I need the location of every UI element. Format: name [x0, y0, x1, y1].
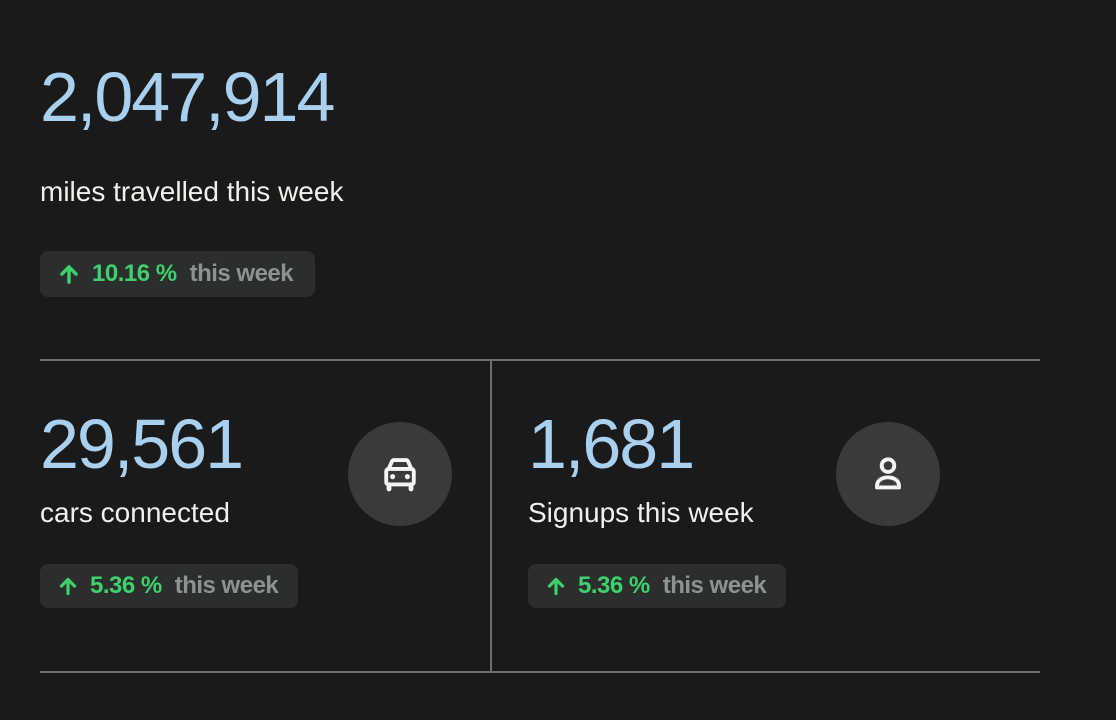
- card-stat-value: 29,561: [40, 405, 244, 484]
- arrow-up-icon: [56, 261, 82, 287]
- card-change-period: this week: [174, 572, 279, 600]
- card-cars-connected: 29,561 cars connected 5.36 % this week: [40, 361, 490, 671]
- hero-stat-value: 2,047,914: [40, 58, 335, 136]
- card-stat-value: 1,681: [528, 405, 695, 484]
- hero-stat: 2,047,914 miles travelled this week 10.1…: [0, 0, 1116, 298]
- card-stat-label: cars connected: [40, 497, 230, 529]
- card-signups: 1,681 Signups this week 5.36 % this week: [490, 361, 1040, 672]
- arrow-up-icon: [544, 574, 568, 598]
- card-change-percent: 5.36 %: [90, 572, 162, 600]
- hero-stat-label: miles travelled this week: [40, 176, 344, 207]
- card-change-percent: 5.36 %: [578, 572, 650, 600]
- hero-change-badge: 10.16 % this week: [40, 251, 316, 298]
- card-change-badge: 5.36 % this week: [40, 564, 299, 609]
- car-icon: [348, 422, 452, 527]
- card-change-period: this week: [662, 572, 767, 600]
- card-stat-label: Signups this week: [528, 497, 754, 529]
- hero-change-percent: 10.16 %: [92, 260, 177, 288]
- hero-change-period: this week: [189, 260, 294, 288]
- person-icon: [836, 422, 940, 527]
- arrow-up-icon: [56, 574, 80, 598]
- card-change-badge: 5.36 % this week: [528, 564, 787, 609]
- stats-grid: 29,561 cars connected 5.36 % this week: [40, 359, 1040, 674]
